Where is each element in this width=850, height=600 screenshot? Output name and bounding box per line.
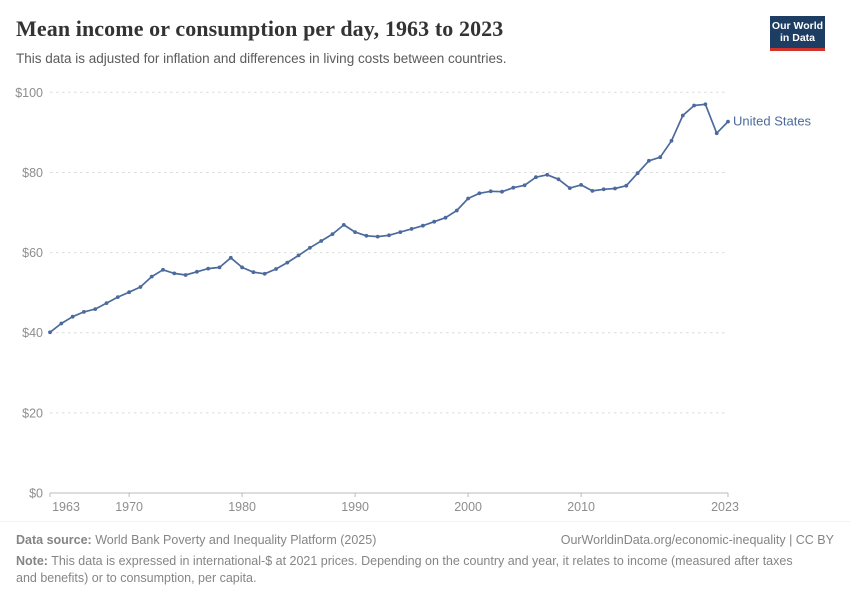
data-point [590,189,595,193]
note-text: Note: This data is expressed in internat… [16,553,816,586]
series-line-united-states[interactable] [49,103,729,334]
data-point [477,191,482,196]
data-point [703,102,708,107]
chart-subtitle: This data is adjusted for inflation and … [16,51,507,66]
data-point [341,223,346,227]
data-point [669,138,674,143]
data-point [680,113,685,118]
y-axis-tick-label: $80 [22,166,43,180]
data-point [522,183,527,188]
data-point [183,273,188,277]
data-point [228,255,233,260]
data-point [330,232,335,237]
data-point [308,245,312,250]
data-point [714,131,719,136]
source-row: Data source: World Bank Poverty and Ineq… [16,533,834,547]
x-axis-tick-label: 2010 [567,500,595,514]
owid-logo-line1: Our World [771,20,824,32]
data-point [601,187,606,192]
data-point [138,285,143,289]
y-axis-tick-label: $0 [29,487,43,501]
x-axis-tick-label: 1980 [228,500,256,514]
series-label[interactable]: United States [733,114,812,129]
data-point [251,270,256,275]
data-point [217,265,222,270]
data-point [104,301,109,305]
data-point [262,271,267,276]
data-point [500,189,504,194]
y-axis-tick-label: $100 [15,86,43,100]
data-point [556,177,561,182]
y-axis-tick-label: $40 [22,326,43,340]
x-axis-tick-label: 2000 [454,500,482,514]
data-point [726,119,730,124]
data-point [240,265,245,270]
chart-footer: Data source: World Bank Poverty and Ineq… [0,521,850,600]
data-point [579,183,583,187]
data-point [398,230,403,235]
owid-citation-link[interactable]: OurWorldinData.org/economic-inequality |… [560,533,834,547]
data-point [206,266,211,271]
data-point [115,295,120,299]
data-point [319,239,324,243]
data-point [613,186,617,191]
data-point [375,234,380,239]
data-point [161,267,165,272]
data-point [387,233,391,238]
data-point [635,171,640,176]
y-axis-tick-label: $20 [22,406,43,420]
data-point [195,269,199,274]
data-point [364,233,369,238]
data-point [658,155,663,160]
data-point [647,158,651,163]
data-point [624,183,629,188]
data-point [454,208,459,213]
data-point [488,189,493,194]
data-point [534,175,538,180]
data-point [93,307,98,311]
data-point [353,230,357,235]
data-source-text: Data source: World Bank Poverty and Ineq… [16,533,376,547]
data-point [296,253,301,258]
data-point [466,196,470,201]
data-point [82,310,86,314]
data-point [409,227,414,231]
data-point [274,267,278,271]
data-point [443,215,448,220]
data-point [421,223,425,228]
x-axis-tick-label: 2023 [711,500,739,514]
data-point [545,172,550,177]
owid-logo[interactable]: Our World in Data [770,16,825,51]
owid-logo-line2: in Data [779,32,815,44]
data-point [127,290,131,295]
data-point [567,186,572,191]
y-axis-tick-label: $60 [22,246,43,260]
data-point [48,330,52,335]
x-axis-tick-label: 1970 [115,500,143,514]
x-axis-tick-label: 1990 [341,500,369,514]
data-point [70,314,75,319]
data-point [59,321,64,326]
note-label: Note: [16,554,48,568]
data-source-value: World Bank Poverty and Inequality Platfo… [91,533,377,547]
note-value: This data is expressed in international-… [16,554,793,585]
data-point [149,274,154,279]
chart-title: Mean income or consumption per day, 1963… [16,16,504,41]
data-point [432,219,437,224]
data-source-label: Data source: [16,533,92,547]
data-point [285,260,290,265]
data-point [511,185,516,190]
data-point [692,103,696,108]
x-axis-tick-label: 1963 [52,500,80,514]
data-point [172,271,177,276]
